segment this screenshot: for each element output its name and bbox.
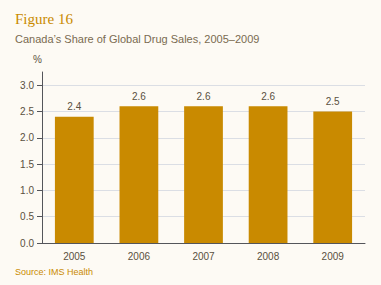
svg-text:2.0: 2.0 xyxy=(20,132,34,143)
svg-text:2009: 2009 xyxy=(322,251,345,262)
svg-text:Source: IMS Health: Source: IMS Health xyxy=(15,267,93,277)
svg-text:2008: 2008 xyxy=(257,251,280,262)
svg-text:2.5: 2.5 xyxy=(20,106,34,117)
svg-text:1.5: 1.5 xyxy=(20,159,34,170)
svg-text:0.5: 0.5 xyxy=(20,211,34,222)
svg-text:%: % xyxy=(33,54,42,65)
svg-text:2005: 2005 xyxy=(63,251,86,262)
svg-text:Canada’s Share of Global Drug: Canada’s Share of Global Drug Sales, 200… xyxy=(15,33,259,45)
svg-text:2007: 2007 xyxy=(192,251,215,262)
svg-text:2.6: 2.6 xyxy=(261,91,275,102)
svg-text:2006: 2006 xyxy=(128,251,151,262)
svg-text:0.0: 0.0 xyxy=(20,238,34,249)
svg-text:3.0: 3.0 xyxy=(20,80,34,91)
svg-text:2.5: 2.5 xyxy=(326,96,340,107)
svg-text:Figure 16: Figure 16 xyxy=(15,11,73,27)
svg-text:2.6: 2.6 xyxy=(197,91,211,102)
svg-text:2.4: 2.4 xyxy=(67,101,81,112)
svg-text:2.6: 2.6 xyxy=(132,91,146,102)
svg-text:1.0: 1.0 xyxy=(20,185,34,196)
